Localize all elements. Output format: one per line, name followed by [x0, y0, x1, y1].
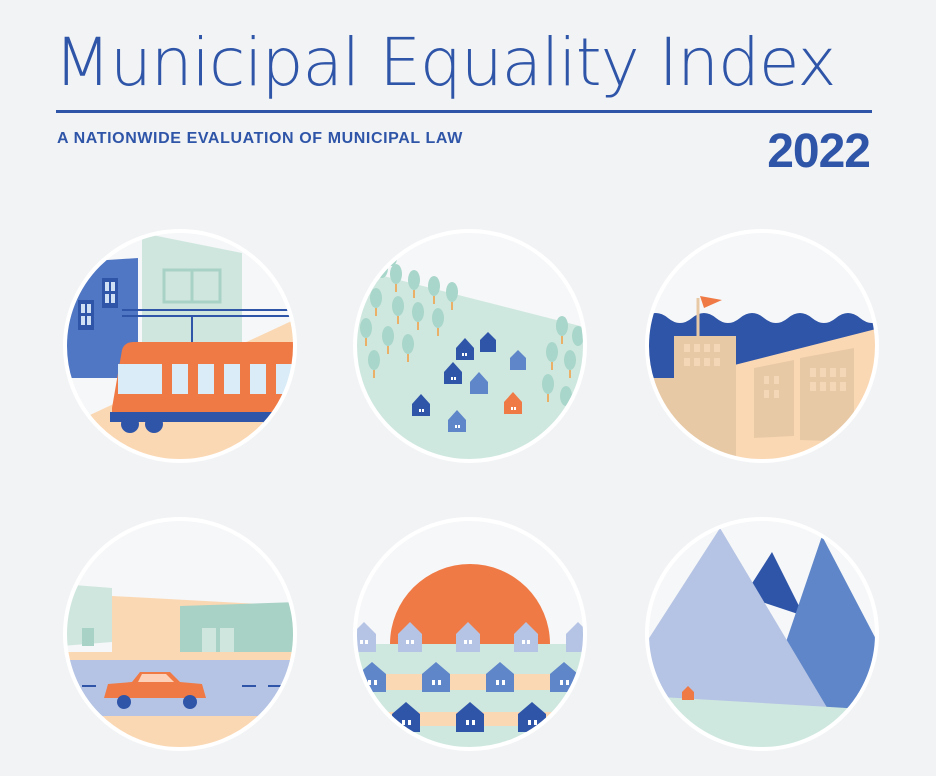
suburban-neighborhood-icon	[353, 229, 587, 463]
coastal-buildings-icon	[645, 229, 879, 463]
highway-car-illustration	[62, 516, 298, 752]
sunset-houses-icon	[353, 517, 587, 751]
neighborhood-illustration	[352, 228, 588, 464]
highway-car-icon	[63, 517, 297, 751]
title-underline	[56, 110, 872, 113]
mountains-icon	[645, 517, 879, 751]
page-title: Municipal Equality Index	[54, 24, 836, 101]
city-tram-illustration	[62, 228, 298, 464]
mountains-illustration	[644, 516, 880, 752]
coastal-buildings-illustration	[644, 228, 880, 464]
page-subtitle: A NATIONWIDE EVALUATION OF MUNICIPAL LAW	[57, 130, 463, 147]
sunset-houses-illustration	[352, 516, 588, 752]
city-tram-icon	[63, 229, 297, 463]
report-year: 2022	[767, 125, 871, 178]
